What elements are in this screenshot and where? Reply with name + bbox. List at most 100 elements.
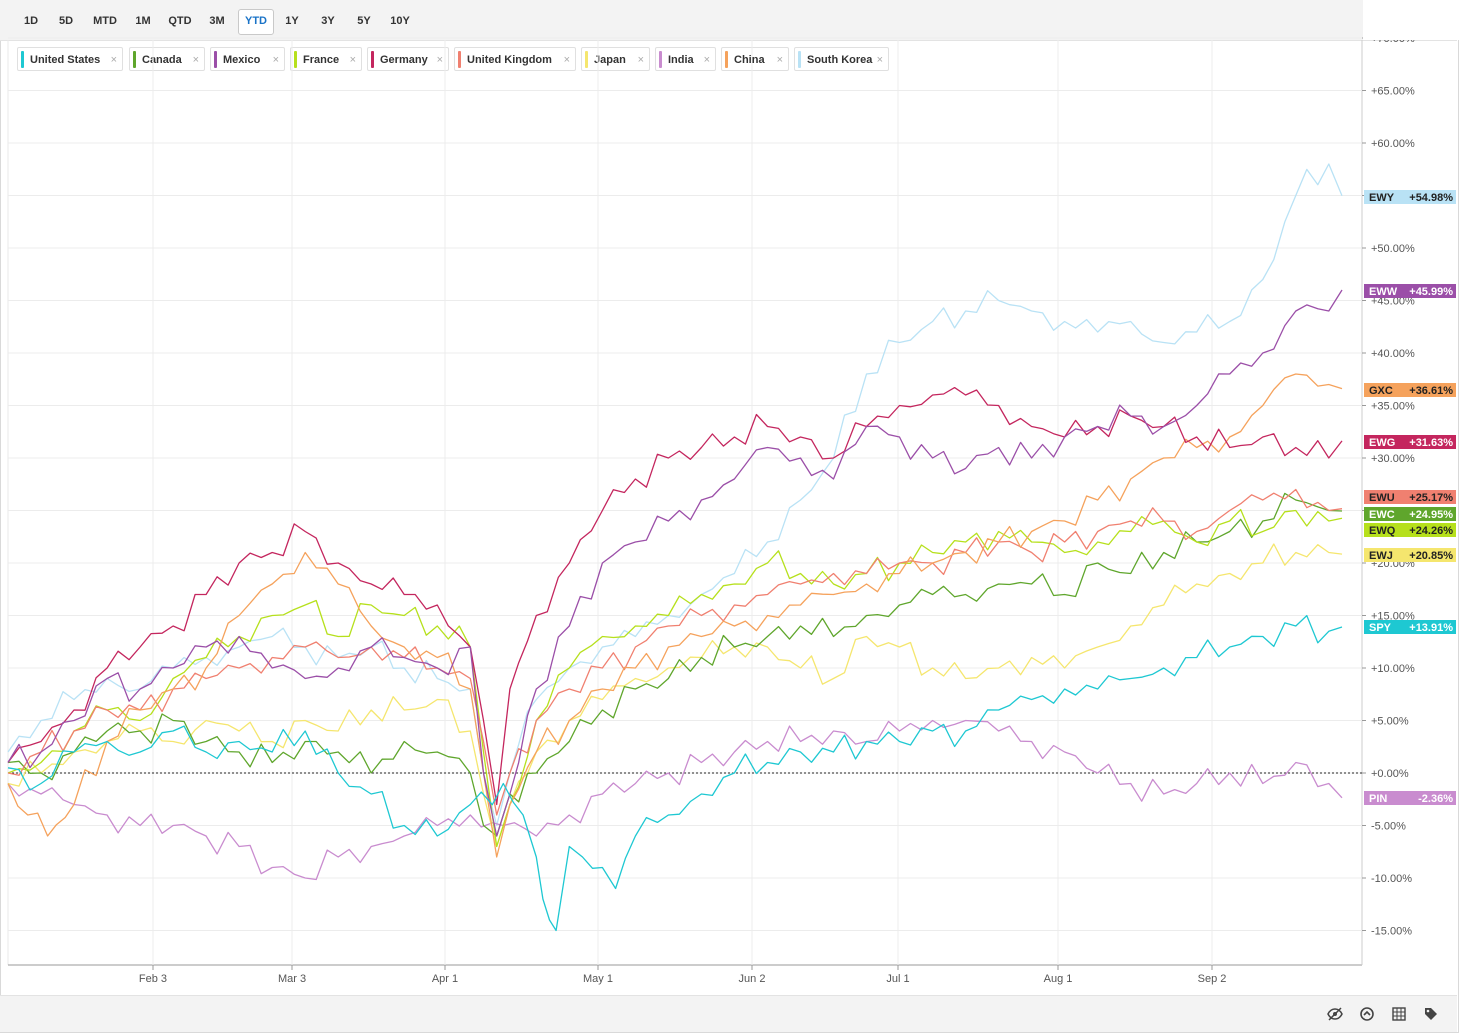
end-label-bg (1364, 791, 1456, 805)
x-tick-label: May 1 (583, 973, 613, 985)
remove-series-icon[interactable]: × (272, 54, 279, 66)
legend-color-swatch (725, 51, 728, 68)
legend-chip-france[interactable]: France × (290, 47, 362, 71)
series-line-spy (7, 614, 1343, 932)
legend-label: China (734, 54, 765, 66)
legend-label: France (303, 54, 340, 66)
series-line-pin (7, 719, 1343, 881)
legend-chip-canada[interactable]: Canada × (129, 47, 205, 71)
end-label-bg (1364, 435, 1456, 449)
end-label-ewj: EWJ +20.85% (1364, 548, 1456, 562)
legend-label: South Korea (807, 54, 873, 66)
legend-color-swatch (659, 51, 662, 68)
end-label-bg (1364, 548, 1456, 562)
legend-chip-china[interactable]: China × (721, 47, 789, 71)
legend-color-swatch (371, 51, 374, 68)
range-button-5y[interactable]: 5Y (357, 15, 371, 27)
series-line-eww (7, 289, 1343, 837)
x-tick-label: Jul 1 (886, 973, 909, 985)
end-label-eww: EWW +45.99% (1364, 284, 1456, 298)
legend-color-swatch (585, 51, 588, 68)
legend-chip-india[interactable]: India × (655, 47, 716, 71)
y-tick-label: +65.00% (1371, 86, 1415, 98)
range-button-3m[interactable]: 3M (209, 15, 225, 27)
range-button-1y[interactable]: 1Y (285, 15, 299, 27)
end-label-ewg: EWG +31.63% (1364, 435, 1456, 449)
y-tick-label: -5.00% (1371, 821, 1406, 833)
y-tick-label: -15.00% (1371, 926, 1412, 938)
end-label-bg (1364, 383, 1456, 397)
remove-series-icon[interactable]: × (776, 54, 783, 66)
remove-series-icon[interactable]: × (110, 54, 117, 66)
x-tick-label: Aug 1 (1044, 973, 1073, 985)
end-label-ewy: EWY +54.98% (1364, 190, 1456, 204)
end-label-pin: PIN -2.36% (1364, 791, 1456, 805)
end-label-bg (1364, 190, 1456, 204)
x-tick-label: Mar 3 (278, 973, 306, 985)
range-button-1m[interactable]: 1M (135, 15, 151, 27)
range-button-mtd[interactable]: MTD (93, 15, 117, 27)
remove-series-icon[interactable]: × (876, 54, 883, 66)
y-tick-label: +15.00% (1371, 611, 1415, 623)
remove-series-icon[interactable]: × (436, 54, 443, 66)
end-label-bg (1364, 507, 1456, 521)
end-label-value: +20.85% (1409, 550, 1453, 562)
legend-label: United States (30, 54, 101, 66)
end-label-ewq: EWQ +24.26% (1364, 523, 1456, 537)
range-button-3y[interactable]: 3Y (321, 15, 335, 27)
chart-bottom-toolbar (0, 995, 1457, 1032)
end-label-value: +54.98% (1409, 192, 1453, 204)
legend-color-swatch (458, 51, 461, 68)
end-label-value: +13.91% (1409, 622, 1453, 634)
x-tick-label: Jun 2 (739, 973, 766, 985)
legend-label: Germany (380, 54, 428, 66)
legend-color-swatch (214, 51, 217, 68)
y-tick-label: +0.00% (1371, 768, 1409, 780)
remove-series-icon[interactable]: × (192, 54, 199, 66)
range-button-1d[interactable]: 1D (23, 15, 39, 27)
hide-icon[interactable] (1326, 1005, 1344, 1023)
remove-series-icon[interactable]: × (563, 54, 570, 66)
range-button-5d[interactable]: 5D (58, 15, 74, 27)
end-label-value: +31.63% (1409, 437, 1453, 449)
end-label-ewu: EWU +25.17% (1364, 490, 1456, 504)
series-line-gxc (7, 373, 1343, 858)
remove-series-icon[interactable]: × (349, 54, 356, 66)
end-label-value: +25.17% (1409, 492, 1453, 504)
y-tick-label: +30.00% (1371, 453, 1415, 465)
legend-chip-united-states[interactable]: United States × (17, 47, 123, 71)
x-tick-label: Feb 3 (139, 973, 167, 985)
series-line-ewy (7, 163, 1343, 827)
tag-icon[interactable] (1422, 1005, 1440, 1023)
grid-icon[interactable] (1390, 1005, 1408, 1023)
legend-chip-mexico[interactable]: Mexico × (210, 47, 285, 71)
range-button-qtd[interactable]: QTD (168, 15, 192, 27)
compare-icon[interactable] (1358, 1005, 1376, 1023)
end-label-ticker: EWY (1369, 192, 1395, 204)
y-tick-label: +5.00% (1371, 716, 1409, 728)
chart-svg: +70.00%+65.00%+60.00%+55.00%+50.00%+45.0… (7, 0, 1463, 985)
series-line-ewc (7, 492, 1343, 837)
x-tick-label: Sep 2 (1198, 973, 1227, 985)
legend-chip-united-kingdom[interactable]: United Kingdom × (454, 47, 576, 71)
y-tick-label: -10.00% (1371, 873, 1412, 885)
legend-chip-south-korea[interactable]: South Korea × (794, 47, 889, 71)
y-tick-label: +40.00% (1371, 348, 1415, 360)
end-label-bg (1364, 490, 1456, 504)
end-label-value: +24.95% (1409, 509, 1453, 521)
end-label-ticker: EWJ (1369, 550, 1393, 562)
end-label-value: -2.36% (1418, 793, 1453, 805)
y-axis-top-mask (1363, 0, 1463, 40)
legend-color-swatch (21, 51, 24, 68)
range-button-ytd[interactable]: YTD (238, 9, 274, 35)
legend-chip-germany[interactable]: Germany × (367, 47, 449, 71)
range-button-10y[interactable]: 10Y (390, 15, 410, 27)
remove-series-icon[interactable]: × (703, 54, 710, 66)
legend-label: United Kingdom (467, 54, 552, 66)
legend-chip-japan[interactable]: Japan × (581, 47, 650, 71)
remove-series-icon[interactable]: × (637, 54, 644, 66)
legend-color-swatch (133, 51, 136, 68)
end-label-ticker: EWQ (1369, 525, 1396, 537)
end-label-value: +45.99% (1409, 286, 1453, 298)
